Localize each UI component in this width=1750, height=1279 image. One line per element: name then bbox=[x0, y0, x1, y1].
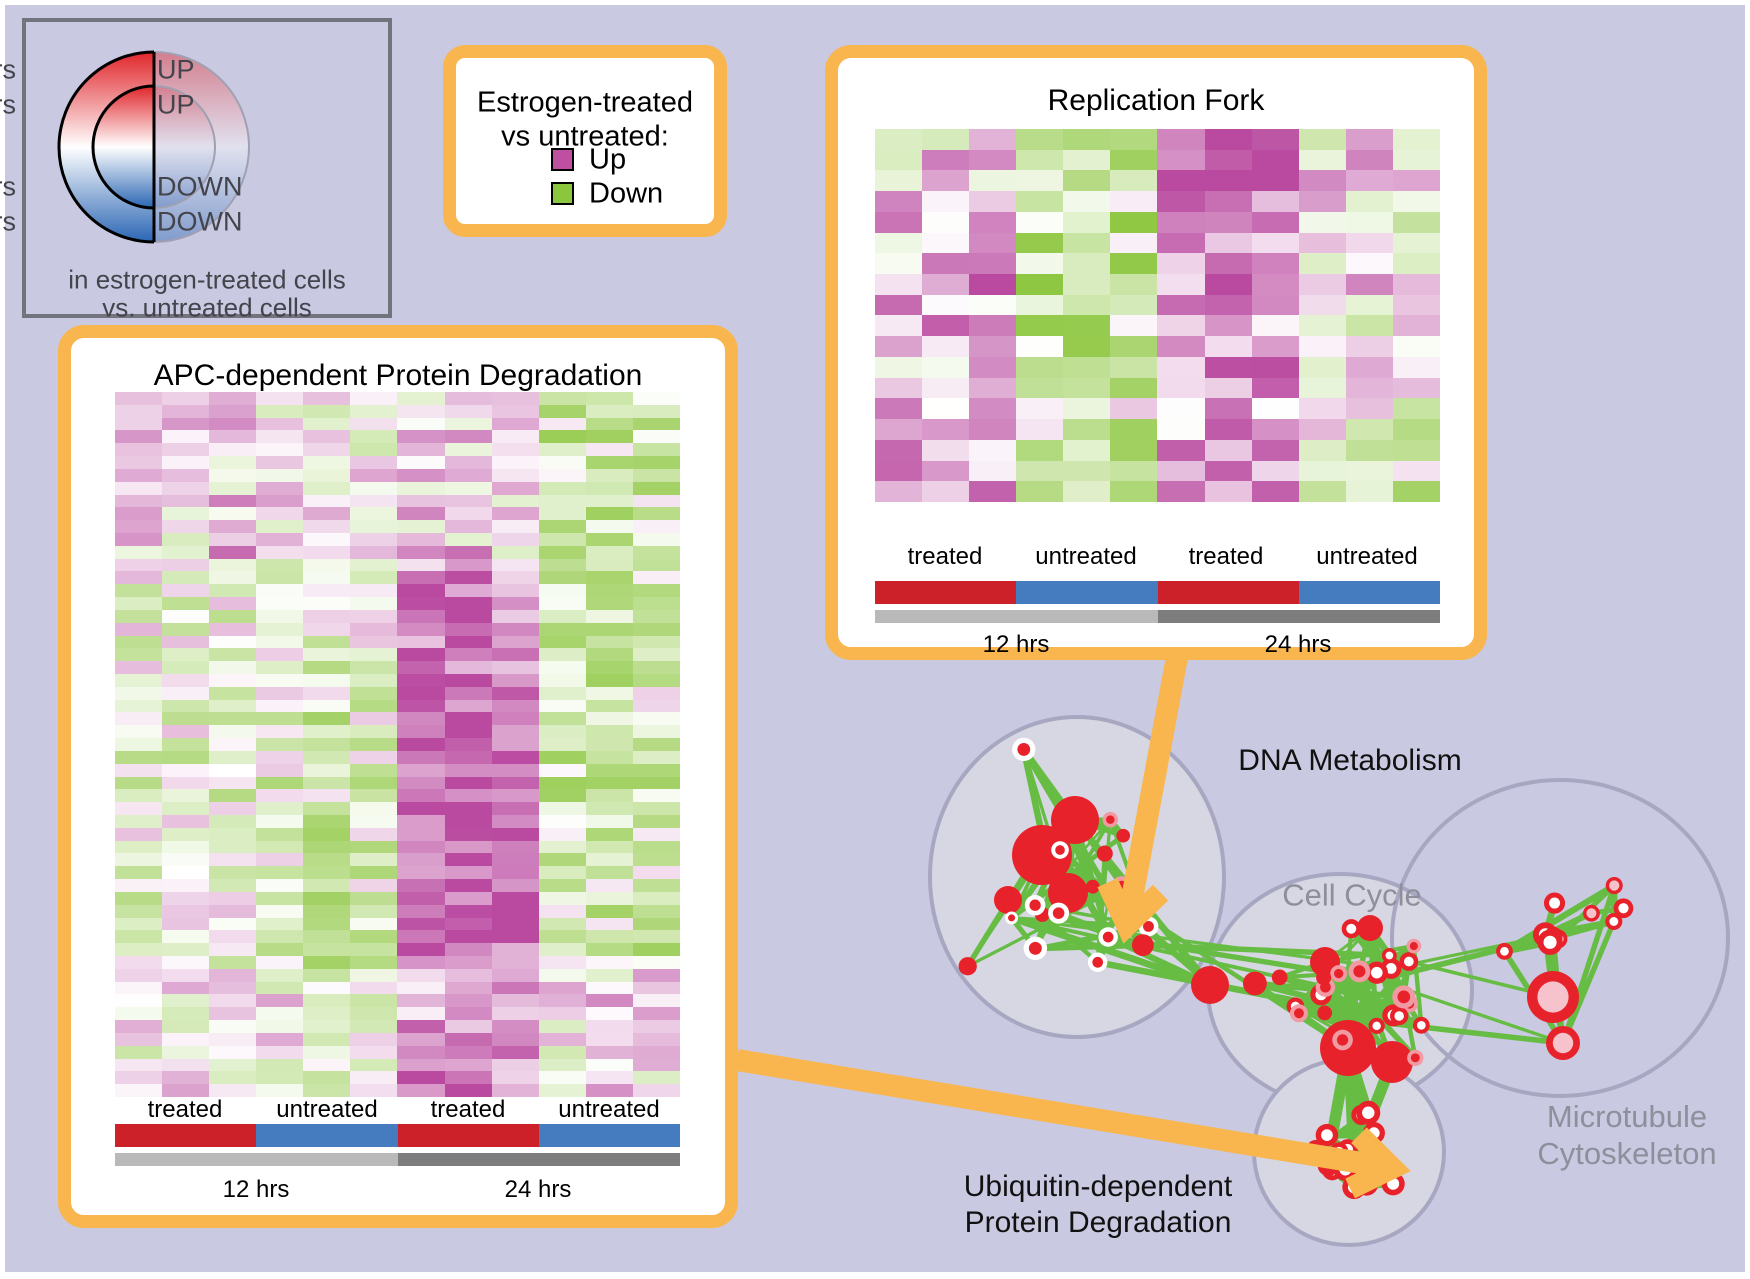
repfork-treatment-bar bbox=[875, 581, 1440, 604]
repfork-bar-24hrs bbox=[1157, 610, 1440, 623]
ring-legend-diagram bbox=[57, 50, 250, 244]
ring-legend-box: UP at 24 hrs UP at 12 hrs DOWN at 12 hrs… bbox=[0, 18, 392, 323]
up-color-swatch bbox=[551, 148, 574, 171]
replication-fork-panel: Replication Fork treated untreated treat… bbox=[825, 45, 1487, 660]
repfork-time-bar bbox=[875, 610, 1440, 623]
apc-bar-24hrs bbox=[397, 1153, 680, 1166]
apc-time-bar bbox=[115, 1153, 680, 1166]
apc-group-label-untreated-12: untreated bbox=[276, 1096, 378, 1123]
ring-down-24-time: at 24 hrs bbox=[0, 206, 16, 237]
ring-down-12-label: DOWN bbox=[157, 171, 243, 202]
ring-right-faded bbox=[154, 51, 250, 243]
cell-cycle-label: Cell Cycle bbox=[1282, 877, 1422, 913]
ring-up-12-label: UP bbox=[157, 89, 195, 120]
repfork-bar-treated-12 bbox=[875, 581, 1017, 604]
ring-up-24-label: UP bbox=[157, 54, 195, 85]
apc-12hrs-label: 12 hrs bbox=[222, 1176, 290, 1203]
repfork-group-label-treated-12: treated bbox=[907, 543, 983, 570]
repfork-group-label-treated-24: treated bbox=[1188, 543, 1264, 570]
down-legend-label: Down bbox=[589, 177, 664, 210]
apc-heatmap bbox=[115, 392, 680, 1097]
apc-bar-untreated-24 bbox=[538, 1124, 680, 1147]
apc-group-label-untreated-24: untreated bbox=[558, 1096, 660, 1123]
color-legend-title-line2: vs untreated: bbox=[501, 120, 669, 153]
apc-bar-untreated-12 bbox=[256, 1124, 398, 1147]
apc-bar-12hrs bbox=[115, 1153, 398, 1166]
ring-down-24-label: DOWN bbox=[157, 206, 243, 237]
repfork-bar-treated-24 bbox=[1157, 581, 1299, 604]
repfork-bar-12hrs bbox=[875, 610, 1158, 623]
color-legend-box: Estrogen-treated vs untreated: Up Down bbox=[443, 45, 727, 237]
repfork-group-label-untreated-24: untreated bbox=[1316, 543, 1418, 570]
apc-group-label-treated-24: treated bbox=[430, 1096, 506, 1123]
replication-fork-heatmap bbox=[875, 129, 1440, 502]
apc-bar-treated-12 bbox=[115, 1124, 257, 1147]
repfork-bar-untreated-12 bbox=[1016, 581, 1158, 604]
apc-panel: APC-dependent Protein Degradation treate… bbox=[58, 325, 738, 1228]
down-color-swatch bbox=[551, 182, 574, 205]
microtubule-label: Microtubule Cytoskeleton bbox=[1537, 1099, 1717, 1171]
repfork-bar-untreated-24 bbox=[1298, 581, 1440, 604]
dna-metabolism-label: DNA Metabolism bbox=[1238, 744, 1462, 777]
apc-bar-treated-24 bbox=[397, 1124, 539, 1147]
repfork-24hrs-label: 24 hrs bbox=[1264, 631, 1332, 658]
ubiquitin-label: Ubiquitin-dependent Protein Degradation bbox=[963, 1170, 1233, 1239]
ring-left-solid bbox=[57, 50, 154, 244]
repfork-group-label-untreated-12: untreated bbox=[1035, 543, 1137, 570]
ring-legend-footer-line2: vs. untreated cells bbox=[102, 292, 312, 323]
apc-24hrs-label: 24 hrs bbox=[504, 1176, 572, 1203]
ring-up-24-time: at 24 hrs bbox=[0, 54, 16, 85]
up-legend-label: Up bbox=[589, 143, 627, 176]
color-legend-title-line1: Estrogen-treated bbox=[476, 86, 693, 119]
apc-panel-title: APC-dependent Protein Degradation bbox=[153, 359, 643, 392]
ring-down-12-time: at 12 hrs bbox=[0, 171, 16, 202]
ring-up-12-time: at 12 hrs bbox=[0, 89, 16, 120]
apc-group-label-treated-12: treated bbox=[147, 1096, 223, 1123]
apc-treatment-bar bbox=[115, 1124, 680, 1147]
repfork-12hrs-label: 12 hrs bbox=[982, 631, 1050, 658]
ring-legend-footer-line1: in estrogen-treated cells bbox=[68, 264, 346, 295]
replication-fork-panel-title: Replication Fork bbox=[1047, 84, 1265, 117]
